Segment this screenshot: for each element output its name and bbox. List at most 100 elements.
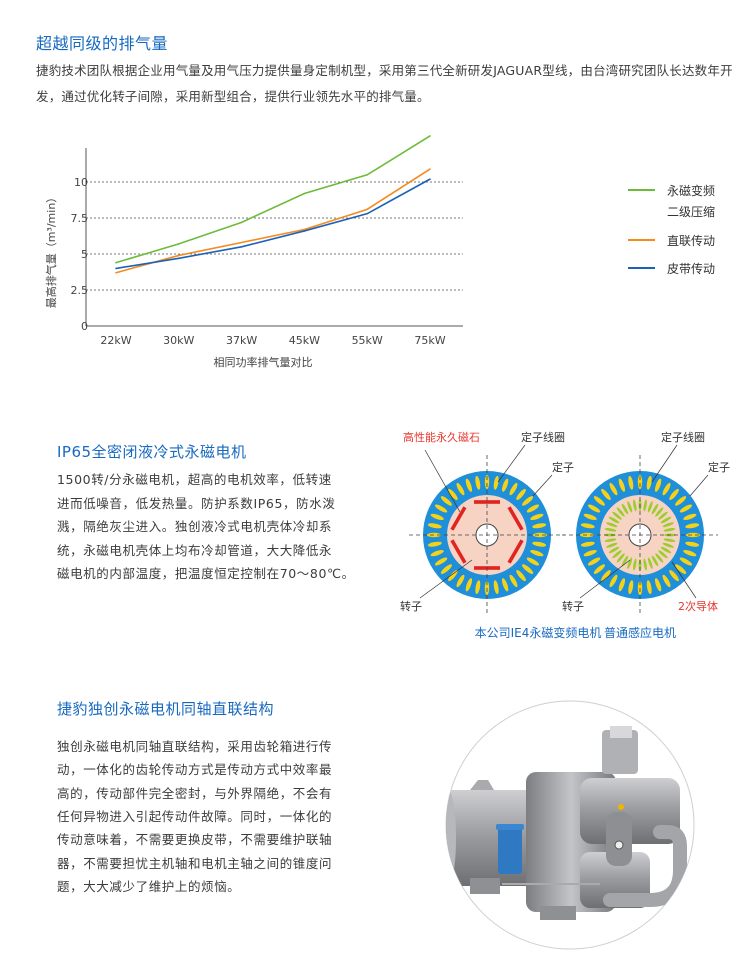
stator-coil [434, 557, 448, 566]
leader-line [497, 444, 526, 483]
stator-coil [475, 475, 481, 490]
stator-coil [526, 504, 540, 513]
stator-coil [587, 557, 601, 566]
stator-coil [587, 504, 601, 513]
y-tick-label: 0 [81, 320, 88, 333]
secondary-conductor [612, 550, 622, 559]
x-tick-label: 45kW [289, 334, 320, 347]
stator-coil [509, 482, 518, 496]
secondary-conductor [608, 546, 620, 554]
stator-coil [601, 570, 611, 582]
secondary-conductor [651, 555, 659, 567]
stator-coil [509, 574, 518, 588]
permanent-magnet [474, 500, 500, 504]
stator-coil [533, 532, 547, 538]
stator-coil [683, 513, 697, 521]
secondary-conductor [616, 507, 625, 517]
stator-coil [427, 523, 442, 529]
stator-coil [662, 482, 671, 496]
stator-coil [484, 475, 490, 489]
stator-coil [646, 580, 652, 595]
secondary-conductor [647, 501, 653, 513]
stator-coil [530, 549, 544, 557]
x-tick-label: 75kW [414, 334, 445, 347]
data-point [366, 212, 369, 215]
permanent-magnet [507, 539, 524, 564]
stator-coil [493, 475, 499, 490]
paragraph-line: 进而低噪音，低发热量。防护系数IP65，防水泼 [57, 495, 336, 511]
stator-coil [628, 580, 634, 595]
secondary-conductor [662, 542, 674, 548]
secondary-conductor [643, 499, 647, 512]
stator-coil [501, 578, 509, 592]
stator-coil [448, 570, 458, 582]
paragraph-line: 动，一体化的齿轮传动方式是传动方式中效率最 [57, 762, 333, 778]
secondary-conductor [612, 511, 622, 520]
stator-coil [580, 541, 595, 547]
stator-coil [637, 475, 643, 489]
stator-coil [593, 496, 605, 506]
secondary-conductor [638, 559, 642, 571]
y-tick-label: 10 [74, 176, 88, 189]
section-title-motor: IP65全密闭液冷式永磁电机 [57, 443, 247, 461]
stator-coil [679, 557, 693, 566]
leader-line [532, 474, 553, 497]
legend-label: 皮带传动 [667, 261, 715, 276]
secondary-conductor [621, 503, 629, 515]
secondary-conductor [616, 553, 625, 563]
secondary-conductor [663, 528, 676, 532]
secondary-conductor [633, 499, 637, 512]
secondary-conductor [621, 555, 629, 567]
series-line-0 [115, 135, 431, 264]
stator-coil [685, 523, 700, 529]
diagram-label: 定子 [708, 460, 730, 474]
paragraph-line: 任何异物进入引起传动件故障。同时，一体化的 [57, 808, 333, 824]
stator-coil [522, 496, 534, 506]
series-line-2 [115, 178, 431, 270]
stator-coil [475, 580, 481, 595]
secondary-conductor [662, 522, 674, 528]
data-point [178, 243, 180, 245]
stator-coil [427, 541, 442, 547]
stator-coil [516, 488, 526, 500]
stator-coil [618, 478, 626, 492]
stator-coil [456, 574, 465, 588]
secondary-conductor [627, 501, 633, 513]
secondary-conductor [655, 507, 664, 517]
section-body-displacement: 捷豹技术团队根据企业用气量及用气压力提供量身定制机型，采用第三代全新研发JAGU… [36, 63, 733, 104]
diagram-label: 普通感应电机 [604, 625, 676, 640]
data-point [429, 178, 431, 180]
legend-label: 二级压缩 [667, 204, 715, 219]
section-title-coaxial: 捷豹独创永磁电机同轴直联结构 [57, 700, 275, 718]
paragraph-line: 磁电机的内部温度，把温度恒定控制在70～80℃。 [57, 566, 355, 581]
secondary-conductor [627, 557, 633, 569]
stator-coil [654, 478, 662, 492]
leader-line [689, 474, 709, 497]
x-tick-label: 30kW [163, 334, 194, 347]
secondary-conductor [647, 557, 653, 569]
stator-coil [434, 504, 448, 513]
stator-coil [526, 557, 540, 566]
stator-coil [530, 513, 544, 521]
secondary-conductor [608, 516, 620, 524]
separator-tank [606, 812, 632, 866]
oil-filter [498, 826, 522, 874]
paragraph-line: 器，不需要担忧主机轴和电机主轴之间的锥度问 [57, 855, 333, 871]
data-point [240, 246, 243, 248]
y-tick-label: 5 [81, 248, 88, 261]
stator-coil [522, 564, 534, 574]
paragraph-line: 统，永磁电机壳体上均布冷却管道，大大降低永 [57, 542, 333, 558]
stator-coil [465, 478, 473, 492]
stator-coil [448, 488, 458, 500]
secondary-conductor [658, 550, 668, 559]
stator-coil [601, 488, 611, 500]
data-point [178, 254, 180, 257]
data-point [303, 230, 306, 232]
displacement-line-chart: 0 2.5 5 7.5 10 22kW 30kW 37kW 45kW 55kW 75kW 相同功率排气… [44, 135, 715, 369]
leader-line [579, 559, 631, 599]
data-point [366, 174, 369, 176]
stator-coil [493, 580, 499, 595]
stator-coil [662, 574, 671, 588]
stator-coil [501, 478, 509, 492]
